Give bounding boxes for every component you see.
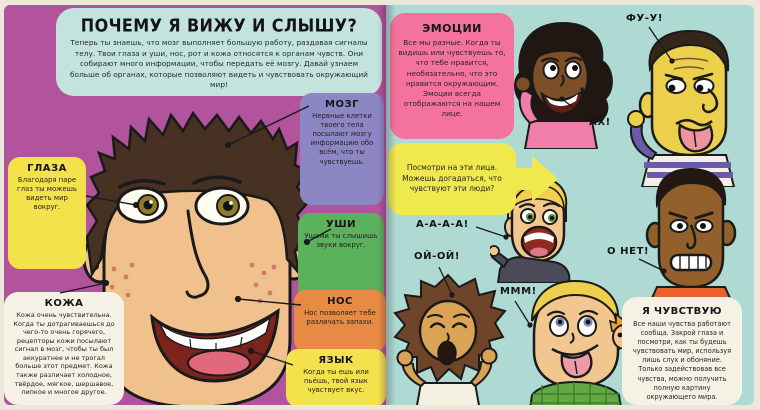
- label-eyes-title: ГЛАЗА: [27, 163, 67, 174]
- right-page: ЭМОЦИИ Все мы разные. Когда ты видишь ил…: [386, 5, 754, 405]
- intro-box: ПОЧЕМУ Я ВИЖУ И СЛЫШУ? Теперь ты знаешь,…: [56, 8, 382, 96]
- emotions-box: ЭМОЦИИ Все мы разные. Когда ты видишь ил…: [390, 13, 514, 139]
- character-woman-illustration: [514, 21, 613, 149]
- label-ears: УШИ Ушами ты слышишь звуки вокруг.: [298, 213, 384, 303]
- emotions-title: ЭМОЦИИ: [422, 22, 482, 35]
- eyebrow-right: [192, 175, 242, 185]
- book-spread: ПОЧЕМУ Я ВИЖУ И СЛЫШУ? Теперь ты знаешь,…: [4, 5, 754, 405]
- label-skin: КОЖА Кожа очень чувствительна. Когда ты …: [4, 292, 124, 405]
- feel-title: Я ЧУВСТВУЮ: [642, 306, 722, 317]
- intro-text: Теперь ты знаешь, что мозг выполняет бол…: [70, 38, 368, 90]
- question-text: Посмотри на эти лица. Можешь догадаться,…: [402, 163, 502, 194]
- question-box: Посмотри на эти лица. Можешь догадаться,…: [388, 143, 516, 215]
- tongue: [187, 349, 251, 377]
- nose: [185, 209, 210, 299]
- label-brain: МОЗГ Нервные клетки твоего тела посылают…: [300, 93, 384, 205]
- label-skin-text: Кожа очень чувствительна. Когда ты дотра…: [13, 311, 115, 397]
- label-nose: НОС Нос позволяет тебе различать запахи.: [294, 290, 386, 352]
- label-tongue-title: ЯЗЫК: [318, 355, 354, 366]
- exclamation-o-net: О НЕТ!: [607, 246, 650, 257]
- exclamation-fu: ФУ-У!: [626, 13, 664, 24]
- emotions-text: Все мы разные. Когда ты видишь или чувст…: [398, 38, 506, 119]
- left-page: ПОЧЕМУ Я ВИЖУ И СЛЫШУ? Теперь ты знаешь,…: [4, 5, 386, 405]
- exclamation-mmm: МММ!: [500, 286, 537, 297]
- feel-text: Все наши чувства работают сообща. Закрой…: [632, 320, 732, 401]
- eyebrow-left: [118, 178, 166, 189]
- character-upset-kid-illustration: [393, 273, 507, 405]
- boy-face-illustration: [82, 110, 312, 405]
- label-tongue-text: Когда ты ешь или пьёшь, твой язык чувств…: [303, 368, 369, 395]
- exclamation-aaaa: А-А-А-А!: [416, 219, 469, 230]
- character-disgusted-man-illustration: [627, 29, 736, 187]
- arrow-icon-head: [532, 156, 558, 202]
- label-skin-title: КОЖА: [44, 298, 84, 309]
- character-worried-man-illustration: [645, 167, 737, 307]
- exclamation-oy-oy: ОЙ-ОЙ!: [414, 251, 461, 262]
- label-eyes: ГЛАЗА Благодаря паре глаз ты можешь виде…: [8, 157, 86, 269]
- label-ears-title: УШИ: [326, 219, 356, 230]
- teeth: [159, 316, 272, 351]
- label-brain-title: МОЗГ: [325, 99, 359, 110]
- arrow-icon: [512, 168, 532, 190]
- label-nose-text: Нос позволяет тебе различать запахи.: [304, 309, 376, 327]
- label-nose-title: НОС: [327, 296, 353, 307]
- label-eyes-text: Благодаря паре глаз ты можешь видеть мир…: [17, 176, 77, 212]
- feel-box: Я ЧУВСТВУЮ Все наши чувства работают соо…: [622, 297, 742, 405]
- label-brain-text: Нервные клетки твоего тела посылают мозг…: [310, 112, 374, 166]
- label-tongue: ЯЗЫК Когда ты ешь или пьёшь, твой язык ч…: [286, 349, 386, 405]
- label-ears-text: Ушами ты слышишь звуки вокруг.: [304, 232, 378, 250]
- exclamation-ah: АХ!: [589, 117, 611, 128]
- page-title: ПОЧЕМУ Я ВИЖУ И СЛЫШУ?: [80, 14, 358, 37]
